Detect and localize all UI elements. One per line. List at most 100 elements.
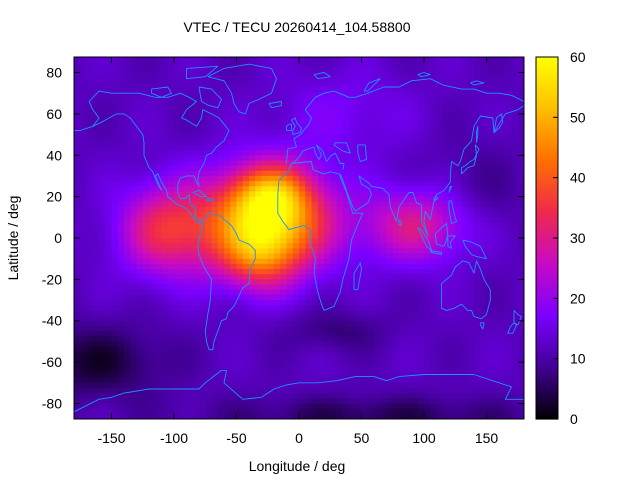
heatmap-cell: [305, 258, 313, 265]
heatmap-cell: [386, 382, 394, 389]
heatmap-cell: [124, 331, 131, 337]
heatmap-cell: [342, 232, 350, 239]
heatmap-cell: [161, 269, 169, 275]
heatmap-cell: [117, 269, 125, 275]
heatmap-cell: [411, 206, 419, 213]
heatmap-cell: [305, 248, 313, 255]
heatmap-cell: [249, 362, 256, 368]
heatmap-cell: [355, 336, 363, 343]
heatmap-cell: [330, 57, 338, 63]
heatmap-cell: [105, 294, 113, 301]
heatmap-cell: [367, 243, 375, 249]
heatmap-cell: [461, 186, 469, 193]
heatmap-cell: [99, 289, 106, 296]
heatmap-cell: [505, 212, 513, 218]
heatmap-cell: [405, 129, 413, 136]
heatmap-cell: [267, 196, 275, 203]
heatmap-cell: [361, 93, 369, 99]
heatmap-cell: [224, 294, 231, 301]
heatmap-cell: [149, 217, 156, 224]
heatmap-cell: [267, 346, 275, 353]
heatmap-cell: [142, 372, 150, 379]
heatmap-cell: [217, 253, 225, 260]
heatmap-cell: [367, 201, 375, 208]
heatmap-cell: [386, 77, 394, 84]
heatmap-cell: [249, 212, 256, 218]
heatmap-cell: [342, 398, 350, 405]
heatmap-cell: [417, 305, 425, 311]
heatmap-cell: [249, 170, 256, 177]
heatmap-cell: [449, 124, 456, 130]
heatmap-cell: [267, 284, 275, 291]
heatmap-cell: [92, 155, 100, 162]
heatmap-cell: [417, 362, 425, 368]
heatmap-cell: [449, 382, 456, 389]
heatmap-cell: [92, 139, 100, 146]
heatmap-cell: [336, 351, 344, 358]
heatmap-cell: [442, 356, 450, 363]
heatmap-cell: [461, 181, 469, 187]
heatmap-cell: [274, 336, 281, 343]
heatmap-cell: [286, 351, 294, 358]
heatmap-cell: [330, 269, 338, 275]
heatmap-cell: [461, 217, 469, 224]
heatmap-cell: [167, 320, 175, 327]
heatmap-cell: [455, 341, 463, 348]
heatmap-cell: [486, 103, 494, 110]
heatmap-cell: [242, 310, 250, 317]
heatmap-cell: [317, 356, 325, 363]
heatmap-cell: [411, 103, 419, 110]
heatmap-cell: [499, 310, 506, 317]
heatmap-cell: [405, 258, 413, 265]
heatmap-cell: [105, 289, 113, 296]
heatmap-cell: [449, 305, 456, 311]
heatmap-cell: [486, 170, 494, 177]
heatmap-cell: [330, 134, 338, 141]
heatmap-cell: [405, 108, 413, 115]
heatmap-cell: [455, 139, 463, 146]
heatmap-cell: [105, 238, 113, 244]
heatmap-cell: [374, 284, 381, 291]
heatmap-cell: [511, 139, 519, 146]
heatmap-cell: [430, 93, 438, 99]
heatmap-cell: [349, 367, 356, 374]
heatmap-cell: [411, 289, 419, 296]
heatmap-cell: [424, 315, 431, 322]
heatmap-cell: [492, 134, 500, 141]
heatmap-cell: [186, 232, 194, 239]
heatmap-cell: [174, 331, 181, 337]
heatmap-cell: [355, 341, 363, 348]
heatmap-cell: [417, 238, 425, 244]
heatmap-cell: [286, 144, 294, 151]
heatmap-cell: [174, 129, 181, 136]
heatmap-cell: [411, 62, 419, 68]
heatmap-cell: [136, 362, 144, 368]
heatmap-cell: [467, 108, 475, 115]
heatmap-cell: [324, 217, 331, 224]
heatmap-cell: [361, 300, 369, 306]
heatmap-cell: [299, 108, 306, 115]
heatmap-cell: [349, 175, 356, 182]
heatmap-cell: [399, 57, 406, 63]
heatmap-cell: [436, 284, 444, 291]
heatmap-cell: [186, 170, 194, 177]
heatmap-cell: [105, 170, 113, 177]
heatmap-cell: [305, 398, 313, 405]
heatmap-cell: [105, 72, 113, 79]
heatmap-cell: [430, 362, 438, 368]
heatmap-cell: [342, 387, 350, 394]
heatmap-cell: [205, 82, 213, 89]
heatmap-cell: [236, 356, 244, 363]
heatmap-cell: [111, 346, 119, 353]
heatmap-cell: [80, 113, 88, 120]
heatmap-cell: [180, 413, 188, 419]
heatmap-cell: [517, 393, 524, 399]
heatmap-cell: [467, 325, 475, 332]
heatmap-cell: [92, 88, 100, 94]
heatmap-cell: [499, 144, 506, 151]
heatmap-cell: [199, 113, 206, 120]
heatmap-cell: [230, 201, 238, 208]
heatmap-cell: [192, 88, 200, 94]
heatmap-cell: [380, 191, 388, 198]
heatmap-cell: [361, 62, 369, 68]
